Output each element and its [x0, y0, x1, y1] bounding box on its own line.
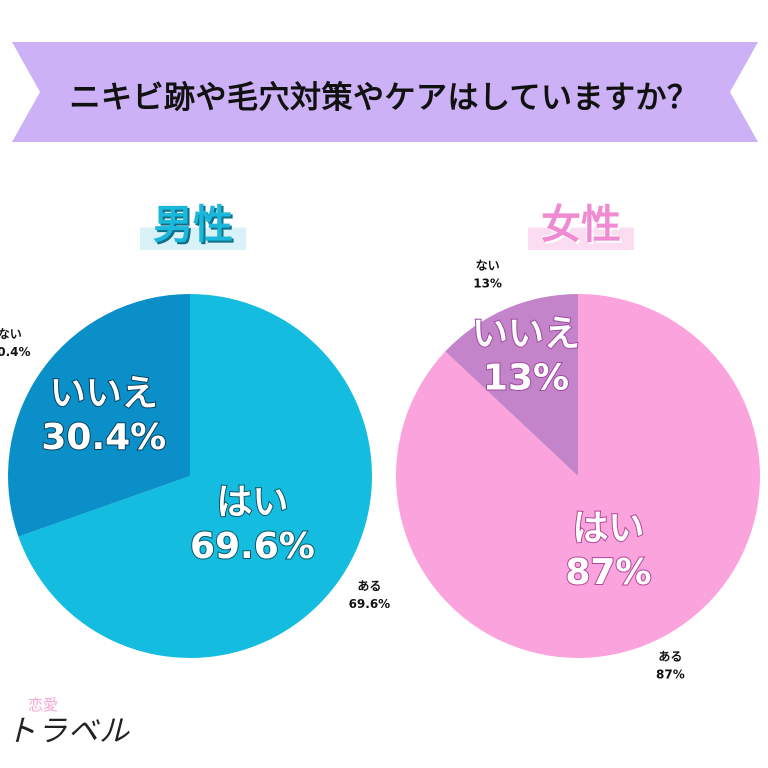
male-outer-value-yes: 69.6% [349, 597, 391, 611]
male-pie: はい 69.6% いいえ 30.4% ない 30.4% ある 69.6% [0, 294, 390, 658]
male-outer-label-no: ない [0, 327, 22, 341]
male-slice-yes-value: 69.6% [190, 526, 315, 567]
male-outer-label-yes: ある [357, 579, 381, 593]
female-pie: はい 87% いいえ 13% ない 13% ある 87% [396, 259, 760, 681]
male-slice-no-label: いいえ [50, 373, 158, 414]
logo-subtitle: 恋愛 [28, 696, 59, 714]
male-slice-yes [18, 294, 373, 658]
female-outer-value-yes: 87% [656, 667, 685, 681]
female-outer-label-no: ない [476, 259, 500, 273]
title-banner [12, 42, 758, 142]
male-slice-no-value: 30.4% [41, 417, 166, 458]
male-slice-no [8, 294, 191, 537]
male-chart-title: 男性 [140, 200, 246, 250]
male-slice-yes-label: はい [216, 482, 288, 523]
logo: トラベル [6, 714, 130, 749]
female-slice-yes-value: 87% [565, 552, 651, 593]
female-slice-no [445, 294, 578, 476]
female-slice-no-value: 13% [483, 358, 569, 399]
female-chart-title: 女性 [528, 200, 634, 250]
female-outer-label-yes: ある [658, 649, 682, 663]
female-slice-no-label: いいえ [472, 314, 580, 355]
female-slice-yes-label: はい [572, 508, 644, 549]
title-banner-ribbon [12, 42, 758, 142]
female-outer-value-no: 13% [473, 277, 502, 291]
male-outer-value-no: 30.4% [0, 345, 31, 359]
page-title: ニキビ跡や毛穴対策やケアはしていますか？ [69, 80, 699, 116]
